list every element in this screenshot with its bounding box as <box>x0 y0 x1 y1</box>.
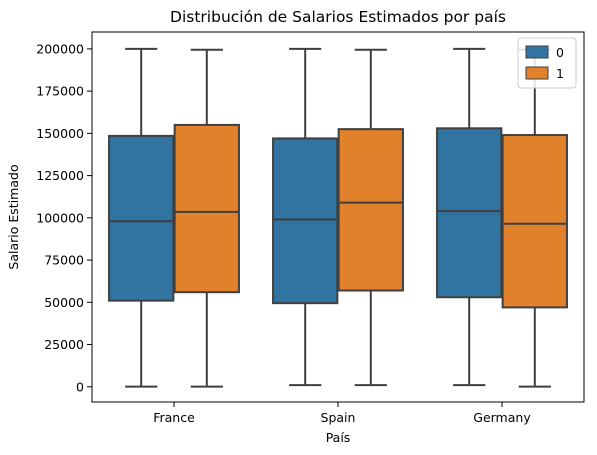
x-tick-label: France <box>153 410 195 425</box>
legend-label-1: 1 <box>556 66 564 81</box>
box-iqr <box>501 134 568 309</box>
x-tick-label: Spain <box>321 410 356 425</box>
box-spain-series-1 <box>337 48 404 387</box>
y-axis-label: Salario Estimado <box>6 164 21 269</box>
box-iqr <box>108 134 175 302</box>
x-axis-label: País <box>326 430 351 445</box>
y-tick-label: 0 <box>76 379 84 394</box>
y-tick-label: 125000 <box>36 168 84 183</box>
y-tick-label: 50000 <box>44 295 84 310</box>
y-tick-label: 25000 <box>44 337 84 352</box>
box-germany-series-1 <box>501 48 568 388</box>
box-iqr <box>337 128 404 292</box>
plot-frame <box>91 31 585 403</box>
box-france-series-1 <box>173 48 240 388</box>
box-france-series-0 <box>108 47 175 388</box>
y-tick-label: 75000 <box>44 253 84 268</box>
box-iqr <box>173 123 240 294</box>
legend-swatch-1 <box>525 66 549 80</box>
chart-title: Distribución de Salarios Estimados por p… <box>170 8 506 26</box>
y-tick-label: 175000 <box>36 84 84 99</box>
y-tick-label: 150000 <box>36 126 84 141</box>
x-tick-label: Germany <box>473 410 531 425</box>
box-iqr <box>436 127 503 299</box>
y-tick-label: 200000 <box>36 41 84 56</box>
legend-label-0: 0 <box>556 45 564 60</box>
box-spain-series-0 <box>272 47 339 387</box>
box-iqr <box>272 137 339 305</box>
y-tick-label: 100000 <box>36 210 84 225</box>
plot-area: 0 25000 50000 75000 100000 125000 150000 175000… <box>36 31 585 425</box>
box-germany-series-0 <box>436 47 503 387</box>
legend: 01 <box>517 37 577 89</box>
legend-swatch-0 <box>525 45 549 59</box>
